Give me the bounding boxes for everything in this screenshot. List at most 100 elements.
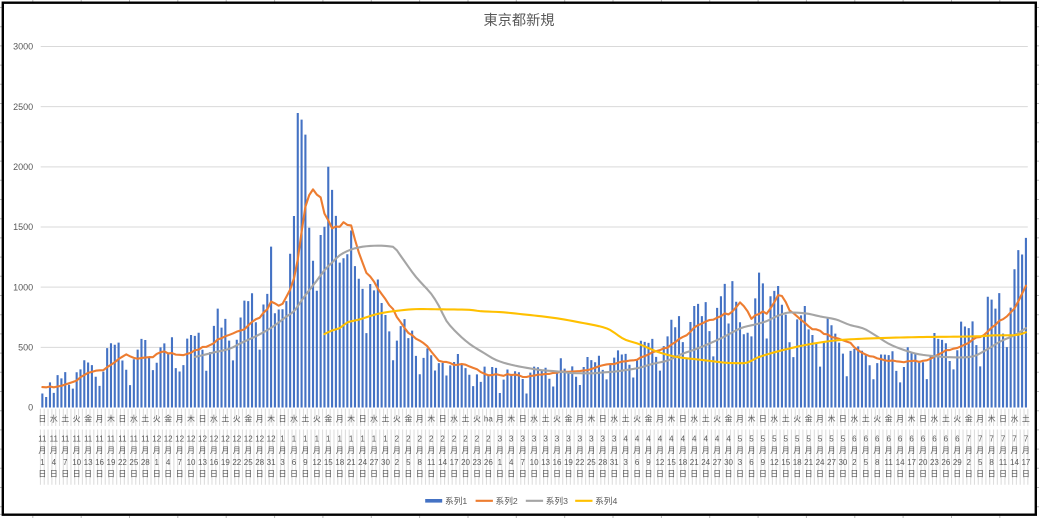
svg-text:17: 17 bbox=[450, 458, 459, 467]
svg-text:8: 8 bbox=[875, 458, 880, 467]
svg-text:金: 金 bbox=[244, 414, 252, 424]
svg-text:水: 水 bbox=[690, 414, 698, 424]
svg-text:1: 1 bbox=[292, 435, 297, 444]
svg-text:土: 土 bbox=[1022, 414, 1030, 424]
svg-text:12: 12 bbox=[209, 435, 218, 444]
svg-text:日: 日 bbox=[233, 470, 241, 479]
svg-text:2: 2 bbox=[475, 435, 480, 444]
svg-text:月: 月 bbox=[656, 415, 664, 424]
svg-text:8: 8 bbox=[989, 458, 994, 467]
svg-text:日: 日 bbox=[702, 470, 710, 479]
svg-text:日: 日 bbox=[690, 470, 698, 479]
svg-text:23: 23 bbox=[472, 458, 481, 467]
svg-text:土: 土 bbox=[622, 414, 630, 424]
svg-text:21: 21 bbox=[690, 458, 699, 467]
svg-text:24: 24 bbox=[701, 458, 710, 467]
svg-text:3: 3 bbox=[520, 435, 525, 444]
svg-text:木: 木 bbox=[828, 414, 836, 424]
svg-text:日: 日 bbox=[267, 470, 275, 479]
svg-text:28: 28 bbox=[255, 458, 264, 467]
svg-text:4: 4 bbox=[166, 458, 171, 467]
svg-text:月: 月 bbox=[198, 446, 206, 455]
svg-text:日: 日 bbox=[759, 415, 767, 424]
svg-text:月: 月 bbox=[816, 415, 824, 424]
svg-text:金: 金 bbox=[965, 414, 973, 424]
svg-text:12: 12 bbox=[655, 458, 664, 467]
svg-text:月: 月 bbox=[507, 446, 515, 455]
svg-text:土: 土 bbox=[61, 414, 69, 424]
svg-text:2: 2 bbox=[429, 435, 434, 444]
svg-text:日: 日 bbox=[404, 470, 412, 479]
svg-text:月: 月 bbox=[553, 446, 561, 455]
svg-text:月: 月 bbox=[736, 415, 744, 424]
svg-text:土: 土 bbox=[141, 414, 149, 424]
svg-text:5: 5 bbox=[841, 435, 846, 444]
svg-text:13: 13 bbox=[198, 458, 207, 467]
svg-text:12: 12 bbox=[232, 435, 241, 444]
svg-text:30: 30 bbox=[381, 458, 390, 467]
svg-text:16: 16 bbox=[95, 458, 104, 467]
svg-text:火: 火 bbox=[473, 415, 481, 424]
svg-text:水: 水 bbox=[370, 414, 378, 424]
svg-text:14: 14 bbox=[1010, 458, 1019, 467]
svg-text:金: 金 bbox=[805, 414, 813, 424]
svg-text:日: 日 bbox=[210, 470, 218, 479]
svg-text:月: 月 bbox=[1010, 446, 1018, 455]
svg-text:金: 金 bbox=[564, 414, 572, 424]
svg-text:12: 12 bbox=[152, 435, 161, 444]
svg-text:金: 金 bbox=[324, 414, 332, 424]
svg-text:土: 土 bbox=[301, 414, 309, 424]
svg-text:土: 土 bbox=[221, 414, 229, 424]
svg-text:5: 5 bbox=[806, 435, 811, 444]
svg-text:日: 日 bbox=[896, 470, 904, 479]
svg-text:7: 7 bbox=[967, 435, 972, 444]
svg-text:金: 金 bbox=[725, 414, 733, 424]
svg-text:日: 日 bbox=[61, 470, 69, 479]
svg-text:月: 月 bbox=[233, 446, 241, 455]
svg-text:月: 月 bbox=[770, 446, 778, 455]
svg-text:1: 1 bbox=[383, 435, 388, 444]
svg-text:月: 月 bbox=[267, 446, 275, 455]
svg-text:月: 月 bbox=[816, 446, 824, 455]
svg-text:1: 1 bbox=[280, 435, 285, 444]
svg-text:火: 火 bbox=[153, 415, 161, 424]
svg-text:21: 21 bbox=[347, 458, 356, 467]
svg-text:月: 月 bbox=[519, 446, 527, 455]
svg-text:3: 3 bbox=[555, 435, 560, 444]
svg-text:28: 28 bbox=[141, 458, 150, 467]
svg-text:日: 日 bbox=[542, 470, 550, 479]
svg-text:月: 月 bbox=[702, 446, 710, 455]
svg-text:月: 月 bbox=[587, 446, 595, 455]
svg-text:月: 月 bbox=[576, 446, 584, 455]
svg-text:月: 月 bbox=[107, 446, 115, 455]
svg-text:月: 月 bbox=[564, 446, 572, 455]
svg-text:2: 2 bbox=[852, 458, 857, 467]
svg-text:系列1: 系列1 bbox=[445, 495, 467, 506]
svg-text:日: 日 bbox=[1010, 470, 1018, 479]
svg-text:1000: 1000 bbox=[13, 282, 33, 292]
svg-text:日: 日 bbox=[976, 470, 984, 479]
svg-text:月: 月 bbox=[885, 446, 893, 455]
svg-text:2: 2 bbox=[395, 458, 400, 467]
svg-text:木: 木 bbox=[908, 414, 916, 424]
svg-text:日: 日 bbox=[850, 470, 858, 479]
svg-text:日: 日 bbox=[118, 470, 126, 479]
svg-text:金: 金 bbox=[164, 414, 172, 424]
svg-text:4: 4 bbox=[658, 435, 663, 444]
svg-text:日: 日 bbox=[530, 470, 538, 479]
svg-text:27: 27 bbox=[370, 458, 379, 467]
svg-text:22: 22 bbox=[118, 458, 127, 467]
svg-text:日: 日 bbox=[965, 470, 973, 479]
svg-text:金: 金 bbox=[84, 414, 92, 424]
svg-text:21: 21 bbox=[804, 458, 813, 467]
svg-text:2: 2 bbox=[395, 435, 400, 444]
svg-text:月: 月 bbox=[416, 415, 424, 424]
svg-text:木: 木 bbox=[747, 414, 755, 424]
svg-text:3: 3 bbox=[601, 435, 606, 444]
svg-text:4: 4 bbox=[692, 435, 697, 444]
svg-text:3: 3 bbox=[612, 435, 617, 444]
svg-text:月: 月 bbox=[404, 446, 412, 455]
svg-text:31: 31 bbox=[267, 458, 276, 467]
svg-text:11: 11 bbox=[95, 435, 104, 444]
svg-text:日: 日 bbox=[610, 470, 618, 479]
